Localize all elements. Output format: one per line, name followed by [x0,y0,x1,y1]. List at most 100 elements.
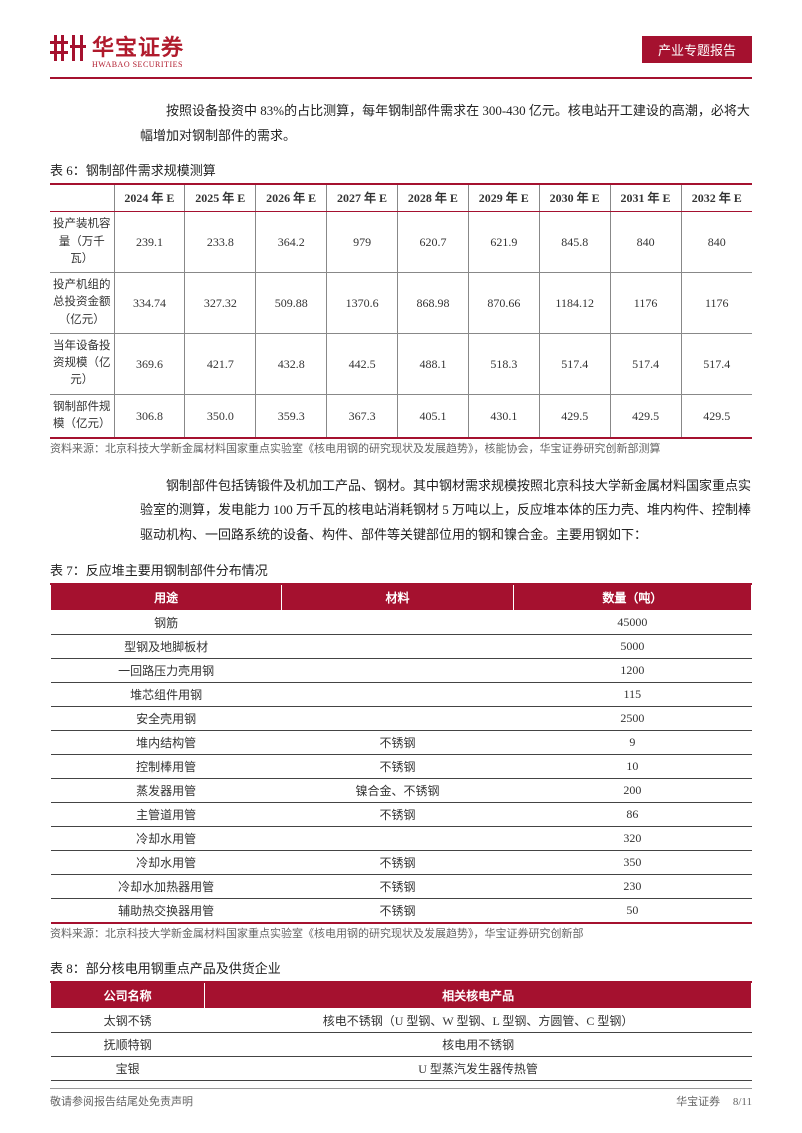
table-row: 蒸发器用管镍合金、不锈钢200 [51,778,752,802]
table-cell: 517.4 [539,333,610,394]
table-cell: 115 [513,682,751,706]
table-row: 控制棒用管不锈钢10 [51,754,752,778]
table-row: 当年设备投资规模（亿元）369.6421.7432.8442.5488.1518… [50,333,752,394]
table-cell: 太钢不锈 [51,1009,205,1033]
table-cell: 2500 [513,706,751,730]
table-header-cell: 相关核电产品 [205,982,752,1009]
table-cell: 不锈钢 [282,850,513,874]
table-cell: 320 [513,826,751,850]
table6-source: 资料来源：北京科技大学新金属材料国家重点实验室《核电用钢的研究现状及发展趋势》，… [50,441,752,458]
table-cell: 不锈钢 [282,874,513,898]
table-cell: 堆芯组件用钢 [51,682,282,706]
table-cell: 200 [513,778,751,802]
table7-caption: 表 7：反应堆主要用钢制部件分布情况 [50,560,752,579]
table-header-cell: 2028 年 E [398,184,469,212]
table-cell: 367.3 [327,394,398,438]
paragraph-2: 钢制部件包括铸锻件及机加工产品、钢材。其中钢材需求规模按照北京科技大学新金属材料… [140,474,752,548]
report-type-badge: 产业专题报告 [642,36,752,63]
logo-text: 华宝证券 HWABAO SECURITIES [92,30,184,69]
logo-cn: 华宝证券 [92,30,184,62]
table-row: 堆芯组件用钢 115 [51,682,752,706]
table-cell: 870.66 [468,273,539,334]
footer-right: 华宝证券 8/11 [676,1093,752,1109]
table-cell: 不锈钢 [282,898,513,923]
table-cell: 230 [513,874,751,898]
table-row: 钢制部件规模（亿元）306.8350.0359.3367.3405.1430.1… [50,394,752,438]
table-header-cell: 2029 年 E [468,184,539,212]
logo-en: HWABAO SECURITIES [92,60,184,69]
table-cell: U 型蒸汽发生器传热管 [205,1057,752,1081]
page-footer: 敬请参阅报告结尾处免责声明 华宝证券 8/11 [50,1088,752,1109]
table-cell: 442.5 [327,333,398,394]
table-cell: 抚顺特钢 [51,1033,205,1057]
table-row: 冷却水用管不锈钢350 [51,850,752,874]
table-cell: 364.2 [256,212,327,273]
table-cell: 979 [327,212,398,273]
table-cell: 488.1 [398,333,469,394]
table-cell: 429.5 [610,394,681,438]
table-cell: 当年设备投资规模（亿元） [50,333,114,394]
table-cell: 不锈钢 [282,730,513,754]
table-cell: 239.1 [114,212,185,273]
table-cell: 10 [513,754,751,778]
table-cell: 405.1 [398,394,469,438]
table-header-cell: 2032 年 E [681,184,752,212]
table-cell: 868.98 [398,273,469,334]
table-cell: 327.32 [185,273,256,334]
table-cell [282,634,513,658]
table-row: 主管道用管不锈钢86 [51,802,752,826]
table-cell: 辅助热交换器用管 [51,898,282,923]
table-header-cell [50,184,114,212]
header-divider [50,77,752,79]
table-cell: 359.3 [256,394,327,438]
table-cell: 核电用不锈钢 [205,1033,752,1057]
table-cell: 621.9 [468,212,539,273]
page-header: 华宝证券 HWABAO SECURITIES 产业专题报告 [50,30,752,69]
table6-caption: 表 6：钢制部件需求规模测算 [50,160,752,179]
table-cell: 45000 [513,610,751,634]
table-cell: 1176 [681,273,752,334]
table-cell: 一回路压力壳用钢 [51,658,282,682]
table-header-cell: 数量（吨） [513,584,751,611]
table-cell: 50 [513,898,751,923]
footer-company: 华宝证券 [676,1096,720,1108]
table-header-cell: 公司名称 [51,982,205,1009]
table-cell: 509.88 [256,273,327,334]
page-number: 8/11 [733,1096,752,1108]
table8-caption: 表 8：部分核电用钢重点产品及供货企业 [50,958,752,977]
table-cell: 钢制部件规模（亿元） [50,394,114,438]
table-row: 投产装机容量（万千瓦）239.1233.8364.2979620.7621.98… [50,212,752,273]
table-cell: 430.1 [468,394,539,438]
table-cell: 1200 [513,658,751,682]
table-cell: 投产机组的总投资金额（亿元） [50,273,114,334]
table-cell: 432.8 [256,333,327,394]
table-header-cell: 2027 年 E [327,184,398,212]
table-header-cell: 2025 年 E [185,184,256,212]
table-cell: 主管道用管 [51,802,282,826]
table-cell: 840 [610,212,681,273]
table-cell [282,826,513,850]
table-cell [282,610,513,634]
table-cell: 安全壳用钢 [51,706,282,730]
table-header-cell: 2026 年 E [256,184,327,212]
table-cell: 845.8 [539,212,610,273]
table-cell [282,706,513,730]
table6: 2024 年 E2025 年 E2026 年 E2027 年 E2028 年 E… [50,183,752,439]
table-cell: 620.7 [398,212,469,273]
table-header-cell: 2030 年 E [539,184,610,212]
table-row: 抚顺特钢核电用不锈钢 [51,1033,752,1057]
table-cell: 517.4 [681,333,752,394]
table-cell: 429.5 [539,394,610,438]
table-header-cell: 材料 [282,584,513,611]
table-row: 宝银U 型蒸汽发生器传热管 [51,1057,752,1081]
table-row: 冷却水加热器用管不锈钢230 [51,874,752,898]
table-cell: 1176 [610,273,681,334]
table-cell: 518.3 [468,333,539,394]
table-cell: 控制棒用管 [51,754,282,778]
table-cell: 369.6 [114,333,185,394]
table-row: 钢筋45000 [51,610,752,634]
table-cell: 蒸发器用管 [51,778,282,802]
table-cell: 宝银 [51,1057,205,1081]
table-cell: 517.4 [610,333,681,394]
table-cell: 5000 [513,634,751,658]
